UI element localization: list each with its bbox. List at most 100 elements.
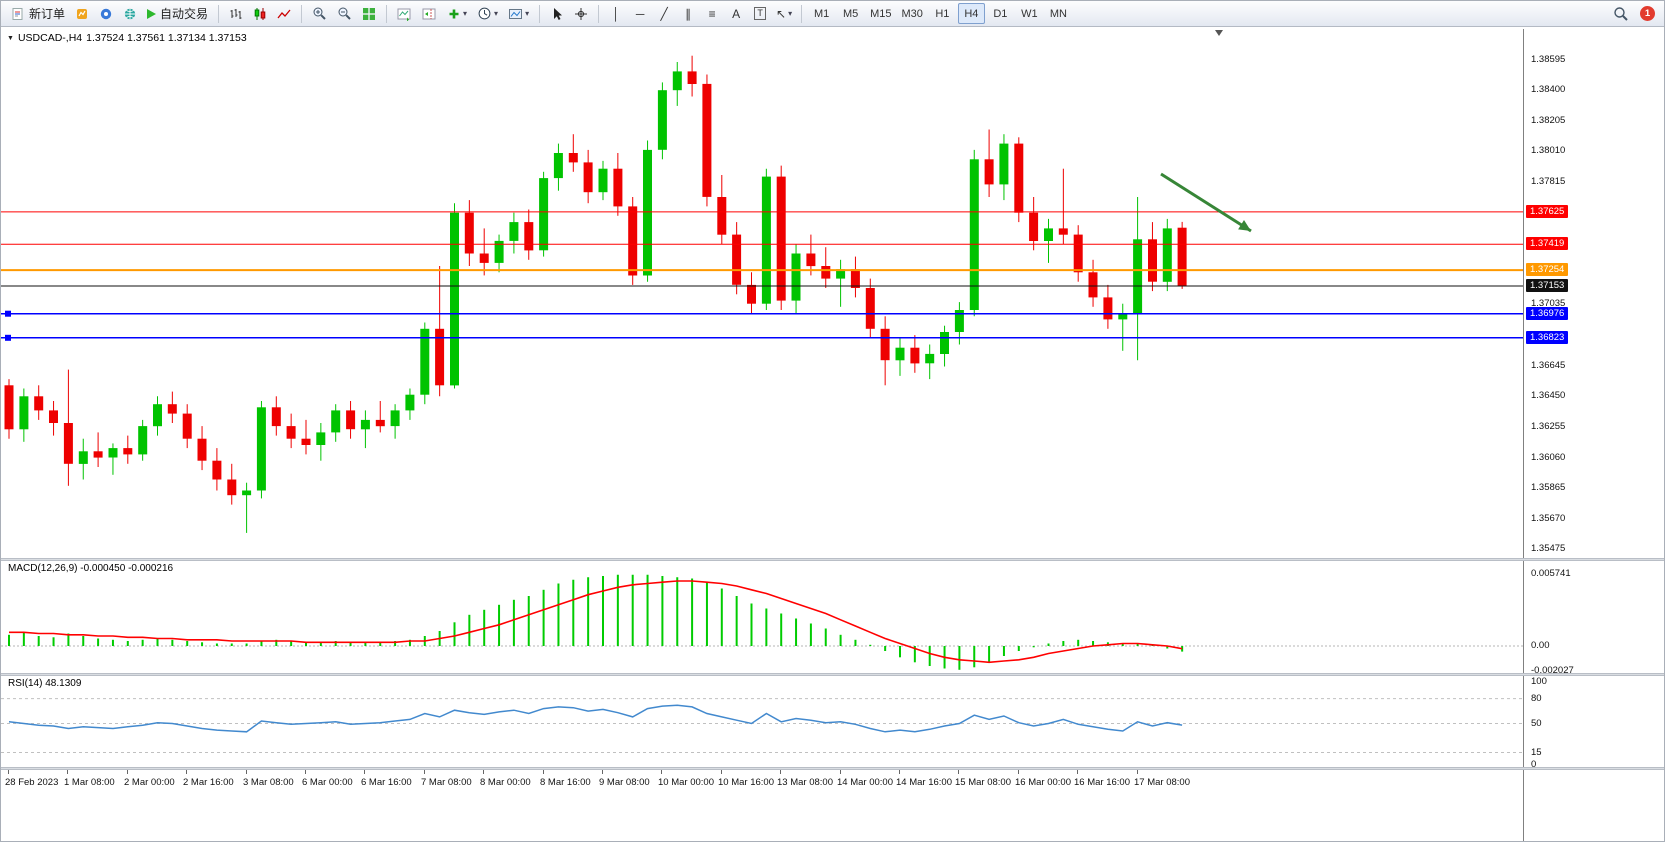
time-tick-label: 2 Mar 00:00 — [124, 770, 175, 788]
price-level-label: 1.36976 — [1526, 307, 1569, 320]
mql5-market-button[interactable] — [71, 3, 93, 24]
price-tick: 1.35670 — [1531, 513, 1566, 524]
price-tick: 1.35475 — [1531, 543, 1566, 554]
time-tick-label: 1 Mar 08:00 — [64, 770, 115, 788]
price-tick: 1.36060 — [1531, 452, 1566, 463]
news-button[interactable] — [119, 3, 141, 24]
price-tick: 1.37815 — [1531, 176, 1566, 187]
timeframe-mn-button[interactable]: MN — [1045, 3, 1072, 24]
timeframe-m15-button[interactable]: M15 — [866, 3, 895, 24]
timeframe-h4-button[interactable]: H4 — [957, 3, 985, 24]
dropdown-caret-icon: ▾ — [463, 9, 468, 18]
horizontal-line-tool-button[interactable]: ─ — [629, 3, 651, 24]
fibonacci-tool-button[interactable]: ≡ — [701, 3, 723, 24]
chart-symbol-title: USDCAD-,H4 — [17, 32, 83, 44]
crosshair-icon — [575, 7, 588, 20]
zoom-out-icon — [338, 7, 351, 20]
time-tick-label: 14 Mar 00:00 — [837, 770, 893, 788]
cursor-icon — [554, 7, 563, 20]
price-tick: 1.38205 — [1531, 115, 1566, 126]
vertical-line-tool-button[interactable]: │ — [605, 3, 627, 24]
arrows-tool-button[interactable]: ↖ ▾ — [773, 3, 795, 24]
zoom-in-button[interactable] — [308, 3, 331, 24]
chart-title: ▼ USDCAD-,H4 1.37524 1.37561 1.37134 1.3… — [7, 32, 247, 44]
channel-tool-button[interactable]: ∥ — [677, 3, 699, 24]
price-tick: 1.37035 — [1531, 298, 1566, 309]
price-level-label: 1.37625 — [1526, 205, 1569, 218]
rsi-pane[interactable]: RSI(14) 48.1309 — [1, 676, 1523, 767]
candlestick-chart-button[interactable] — [249, 3, 271, 24]
tile-windows-icon — [363, 7, 376, 20]
line-tools-group: │ ─ ╱ ∥ ≡ A T ↖ ▾ — [604, 3, 796, 24]
text-label-tool-button[interactable]: T — [749, 3, 771, 24]
clock-icon — [478, 7, 491, 20]
globe-icon — [124, 8, 136, 19]
time-tick-label: 7 Mar 08:00 — [421, 770, 472, 788]
chart-shift-marker[interactable] — [1215, 30, 1223, 36]
time-tick-label: 28 Feb 2023 — [5, 770, 59, 788]
price-level-label: 1.37153 — [1526, 279, 1569, 292]
timeframe-w1-button[interactable]: W1 — [1016, 3, 1043, 24]
timeframe-m30-button[interactable]: M30 — [897, 3, 926, 24]
pane-splitter[interactable] — [1, 673, 1664, 676]
macd-axis-label: 0.00 — [1531, 640, 1550, 651]
price-level-label: 1.36823 — [1526, 331, 1569, 344]
time-tick-label: 6 Mar 00:00 — [302, 770, 353, 788]
auto-trading-button[interactable]: 自动交易 — [143, 3, 212, 24]
timeframe-m1-button[interactable]: M1 — [808, 3, 835, 24]
toolbar-separator — [218, 4, 220, 23]
new-order-button[interactable]: 新订单 — [7, 3, 69, 24]
time-tick-label: 10 Mar 16:00 — [718, 770, 774, 788]
rsi-axis-label: 0 — [1531, 759, 1537, 770]
search-button[interactable] — [1609, 3, 1633, 24]
time-tick-label: 2 Mar 16:00 — [183, 770, 234, 788]
auto-scroll-button[interactable] — [393, 3, 416, 24]
price-tick: 1.36255 — [1531, 421, 1566, 432]
toolbar-separator — [598, 4, 600, 23]
pane-splitter[interactable] — [1, 558, 1664, 561]
chart-collapse-icon[interactable]: ▼ — [7, 34, 14, 42]
price-tick: 1.36645 — [1531, 360, 1566, 371]
market-icon — [77, 8, 88, 19]
time-axis[interactable]: 28 Feb 2023 1 Mar 08:00 2 Mar 00:00 2 Mar 1… — [1, 769, 1523, 839]
timeframe-m5-button[interactable]: M5 — [837, 3, 864, 24]
time-tick-label: 8 Mar 16:00 — [540, 770, 591, 788]
dropdown-caret-icon: ▾ — [788, 9, 793, 18]
play-icon — [147, 8, 157, 19]
price-axis[interactable]: 1.38595 1.38400 1.38205 1.38010 1.37815 1.370… — [1523, 29, 1664, 841]
notification-badge[interactable]: 1 — [1640, 6, 1655, 21]
crosshair-button[interactable] — [570, 3, 592, 24]
add-indicator-button[interactable]: ▾ — [443, 3, 471, 24]
rsi-axis-label: 80 — [1531, 693, 1542, 704]
timeframe-d1-button[interactable]: D1 — [987, 3, 1014, 24]
rsi-chart-canvas[interactable] — [1, 676, 1523, 767]
search-icon — [1614, 6, 1628, 21]
zoom-out-button[interactable] — [333, 3, 356, 24]
rsi-axis-label: 50 — [1531, 718, 1542, 729]
price-pane[interactable]: ▼ USDCAD-,H4 1.37524 1.37561 1.37134 1.3… — [1, 29, 1523, 558]
macd-axis-label: 0.005741 — [1531, 568, 1571, 579]
timeframe-h1-button[interactable]: H1 — [929, 3, 956, 24]
price-tick: 1.38400 — [1531, 84, 1566, 95]
pane-splitter[interactable] — [1, 767, 1664, 770]
macd-chart-canvas[interactable] — [1, 561, 1523, 673]
price-tick: 1.38595 — [1531, 54, 1566, 65]
text-tool-button[interactable]: A — [725, 3, 747, 24]
line-chart-button[interactable] — [273, 3, 295, 24]
price-chart-canvas[interactable] — [1, 29, 1523, 558]
tile-windows-button[interactable] — [358, 3, 380, 24]
macd-pane[interactable]: MACD(12,26,9) -0.000450 -0.000216 — [1, 561, 1523, 673]
bar-chart-button[interactable] — [225, 3, 247, 24]
chart-shift-button[interactable] — [418, 3, 441, 24]
templates-icon — [509, 8, 523, 19]
cursor-button[interactable] — [546, 3, 568, 24]
price-tick: 1.38010 — [1531, 145, 1566, 156]
rsi-label: RSI(14) 48.1309 — [8, 678, 82, 689]
periods-button[interactable]: ▾ — [473, 3, 502, 24]
templates-button[interactable]: ▾ — [504, 3, 533, 24]
time-tick-label: 13 Mar 08:00 — [777, 770, 833, 788]
dropdown-caret-icon: ▾ — [525, 9, 530, 18]
signals-button[interactable] — [95, 3, 117, 24]
trendline-tool-button[interactable]: ╱ — [653, 3, 675, 24]
